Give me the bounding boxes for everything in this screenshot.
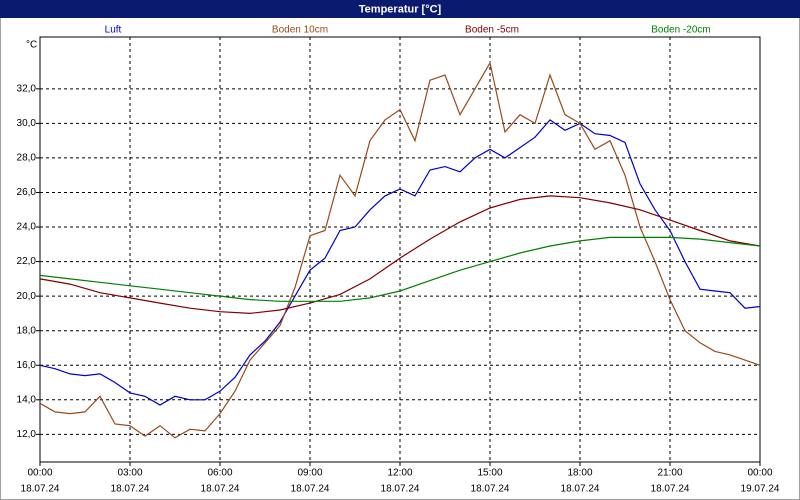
y-tick-label: 16,0 xyxy=(17,360,37,371)
series-line xyxy=(39,236,761,302)
y-tick-label: 18,0 xyxy=(17,325,37,336)
title-bar xyxy=(0,0,800,18)
x-tick-label: 09:00 xyxy=(297,468,322,479)
legend-entry: Boden -20cm xyxy=(651,25,710,36)
y-tick-label: 12,0 xyxy=(17,429,37,440)
y-tick-label: 24,0 xyxy=(17,222,37,233)
x-tick-date: 18.07.24 xyxy=(201,484,240,495)
x-tick-date: 19.07.24 xyxy=(741,484,780,495)
x-tick-date: 18.07.24 xyxy=(471,484,510,495)
x-tick-label: 06:00 xyxy=(207,468,232,479)
x-tick-date: 18.07.24 xyxy=(291,484,330,495)
series-line xyxy=(39,61,761,439)
y-tick-label: 30,0 xyxy=(17,118,37,129)
y-tick-label: 28,0 xyxy=(17,153,37,164)
legend-entry: Boden 10cm xyxy=(272,25,328,36)
x-tick-date: 18.07.24 xyxy=(651,484,690,495)
y-tick-label: 20,0 xyxy=(17,291,37,302)
x-tick-label: 15:00 xyxy=(477,468,502,479)
series-line xyxy=(39,119,761,406)
chart-title: Temperatur [°C] xyxy=(359,3,442,15)
y-tick-label: 32,0 xyxy=(17,83,37,94)
plot-layer: 12,0 14,0 16,0 18,0 20,0 22,0 24,0 26,0 28,0 30,0… xyxy=(17,37,780,495)
x-tick-date: 18.07.24 xyxy=(21,484,60,495)
y-tick-label: 22,0 xyxy=(17,256,37,267)
x-tick-date: 18.07.24 xyxy=(561,484,600,495)
legend-entry: Boden -5cm xyxy=(465,25,519,36)
x-tick-label: 03:00 xyxy=(117,468,142,479)
x-tick-label: 00:00 xyxy=(747,468,772,479)
x-tick-label: 00:00 xyxy=(27,468,52,479)
y-axis-label: °C xyxy=(26,40,37,51)
x-tick-label: 21:00 xyxy=(657,468,682,479)
x-tick-label: 18:00 xyxy=(567,468,592,479)
x-tick-label: 12:00 xyxy=(387,468,412,479)
legend-entry: Luft xyxy=(105,25,122,36)
x-tick-date: 18.07.24 xyxy=(111,484,150,495)
y-tick-label: 26,0 xyxy=(17,187,37,198)
y-tick-label: 14,0 xyxy=(17,394,37,405)
series-line xyxy=(39,195,761,315)
x-tick-date: 18.07.24 xyxy=(381,484,420,495)
